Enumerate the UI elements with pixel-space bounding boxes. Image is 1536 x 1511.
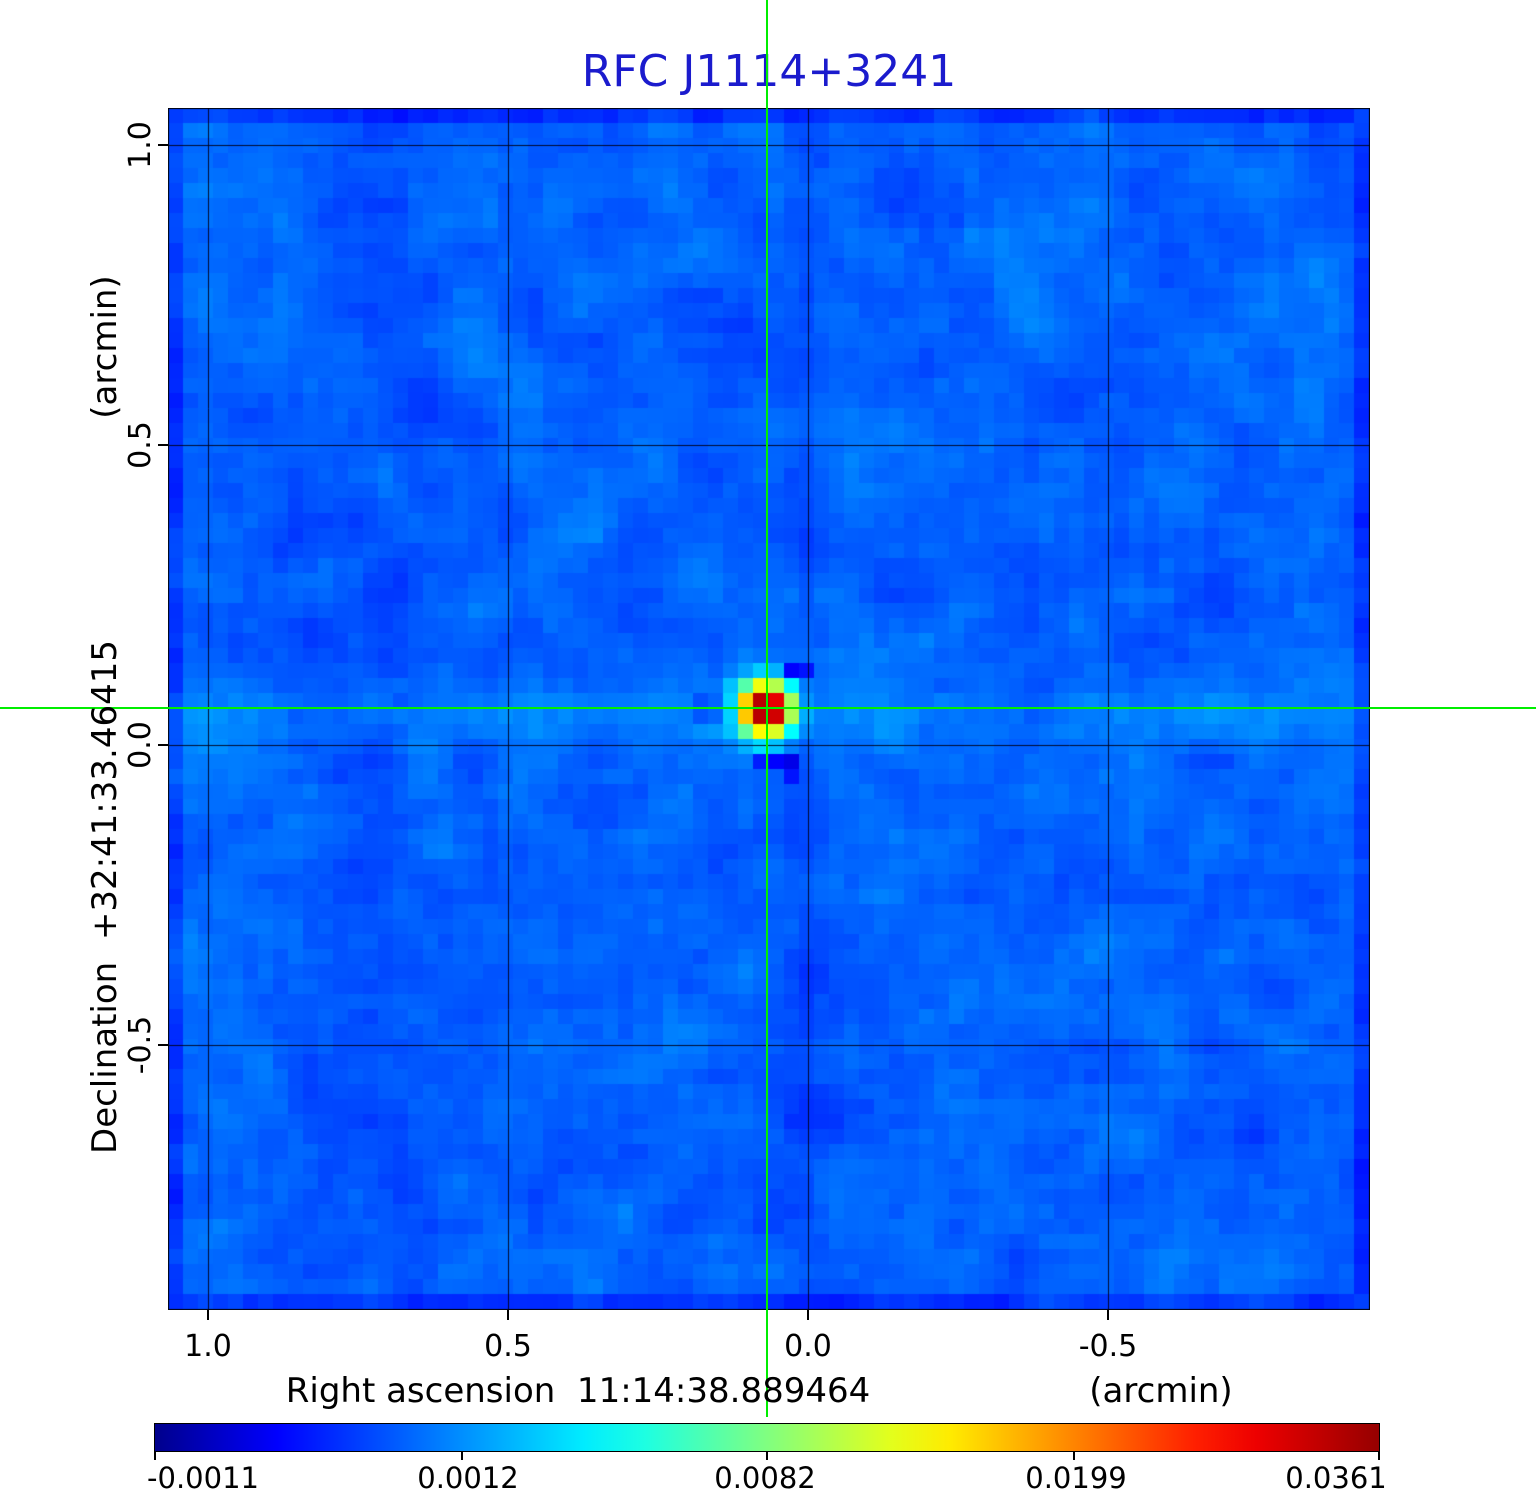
colorbar-tick-mark: [461, 1452, 463, 1460]
x-tick-label: 0.5: [484, 1329, 532, 1364]
x-tick-mark: [507, 1310, 509, 1320]
crosshair-horizontal-line: [0, 707, 1536, 709]
y-tick-label: -0.5: [123, 1015, 158, 1075]
y-tick-mark: [158, 1044, 168, 1046]
colorbar-tick-label: 0.0012: [417, 1461, 519, 1495]
colorbar-tick-mark: [154, 1452, 156, 1460]
x-tick-mark: [207, 1310, 209, 1320]
colorbar-tick-mark: [766, 1452, 768, 1460]
y-axis-unit: (arcmin): [85, 275, 125, 419]
x-tick-label: -0.5: [1078, 1329, 1138, 1364]
x-tick-label: 0.0: [784, 1329, 832, 1364]
x-axis-label: Right ascension 11:14:38.889464: [285, 1371, 871, 1411]
crosshair-vertical-line: [766, 0, 768, 1417]
colorbar-gradient: [154, 1423, 1380, 1452]
colorbar-tick-label: 0.0199: [1025, 1461, 1127, 1495]
intensity-map-canvas: [168, 108, 1370, 1310]
y-tick-mark: [158, 444, 168, 446]
y-tick-label: 1.0: [123, 121, 158, 169]
y-tick-label: 0.5: [123, 421, 158, 469]
figure-title: RFC J1114+3241: [581, 46, 957, 97]
x-tick-label: 1.0: [184, 1329, 232, 1364]
y-tick-mark: [158, 744, 168, 746]
colorbar-tick-mark: [1378, 1452, 1380, 1460]
y-tick-label: 0.0: [123, 721, 158, 769]
x-tick-mark: [807, 1310, 809, 1320]
colorbar-tick-label: 0.0361: [1285, 1461, 1387, 1495]
colorbar-tick-mark: [1073, 1452, 1075, 1460]
colorbar-tick-label: 0.0082: [714, 1461, 816, 1495]
x-tick-mark: [1107, 1310, 1109, 1320]
colorbar-tick-label: -0.0011: [147, 1461, 259, 1495]
x-axis-unit: (arcmin): [1089, 1371, 1233, 1411]
y-tick-mark: [158, 144, 168, 146]
y-axis-label: Declination +32:41:33.46415: [85, 640, 125, 1154]
